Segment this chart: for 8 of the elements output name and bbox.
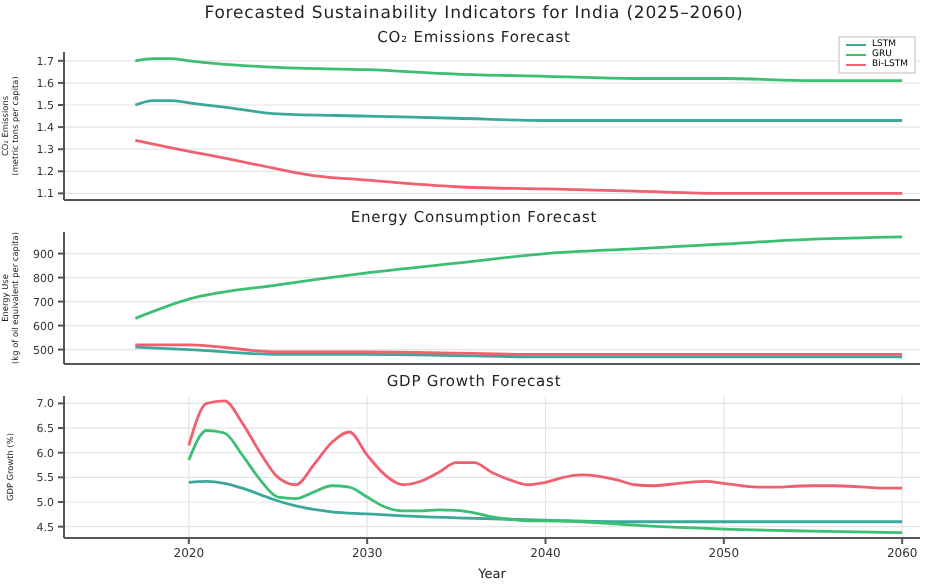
line-series xyxy=(133,99,904,122)
line-series xyxy=(187,429,904,534)
line-series xyxy=(187,399,904,490)
line-series xyxy=(133,57,904,83)
line-series xyxy=(133,138,904,195)
chart-title: Forecasted Sustainability Indicators for India (2025–2060) xyxy=(202,2,746,28)
line-series xyxy=(133,235,904,320)
line-series xyxy=(187,479,904,524)
